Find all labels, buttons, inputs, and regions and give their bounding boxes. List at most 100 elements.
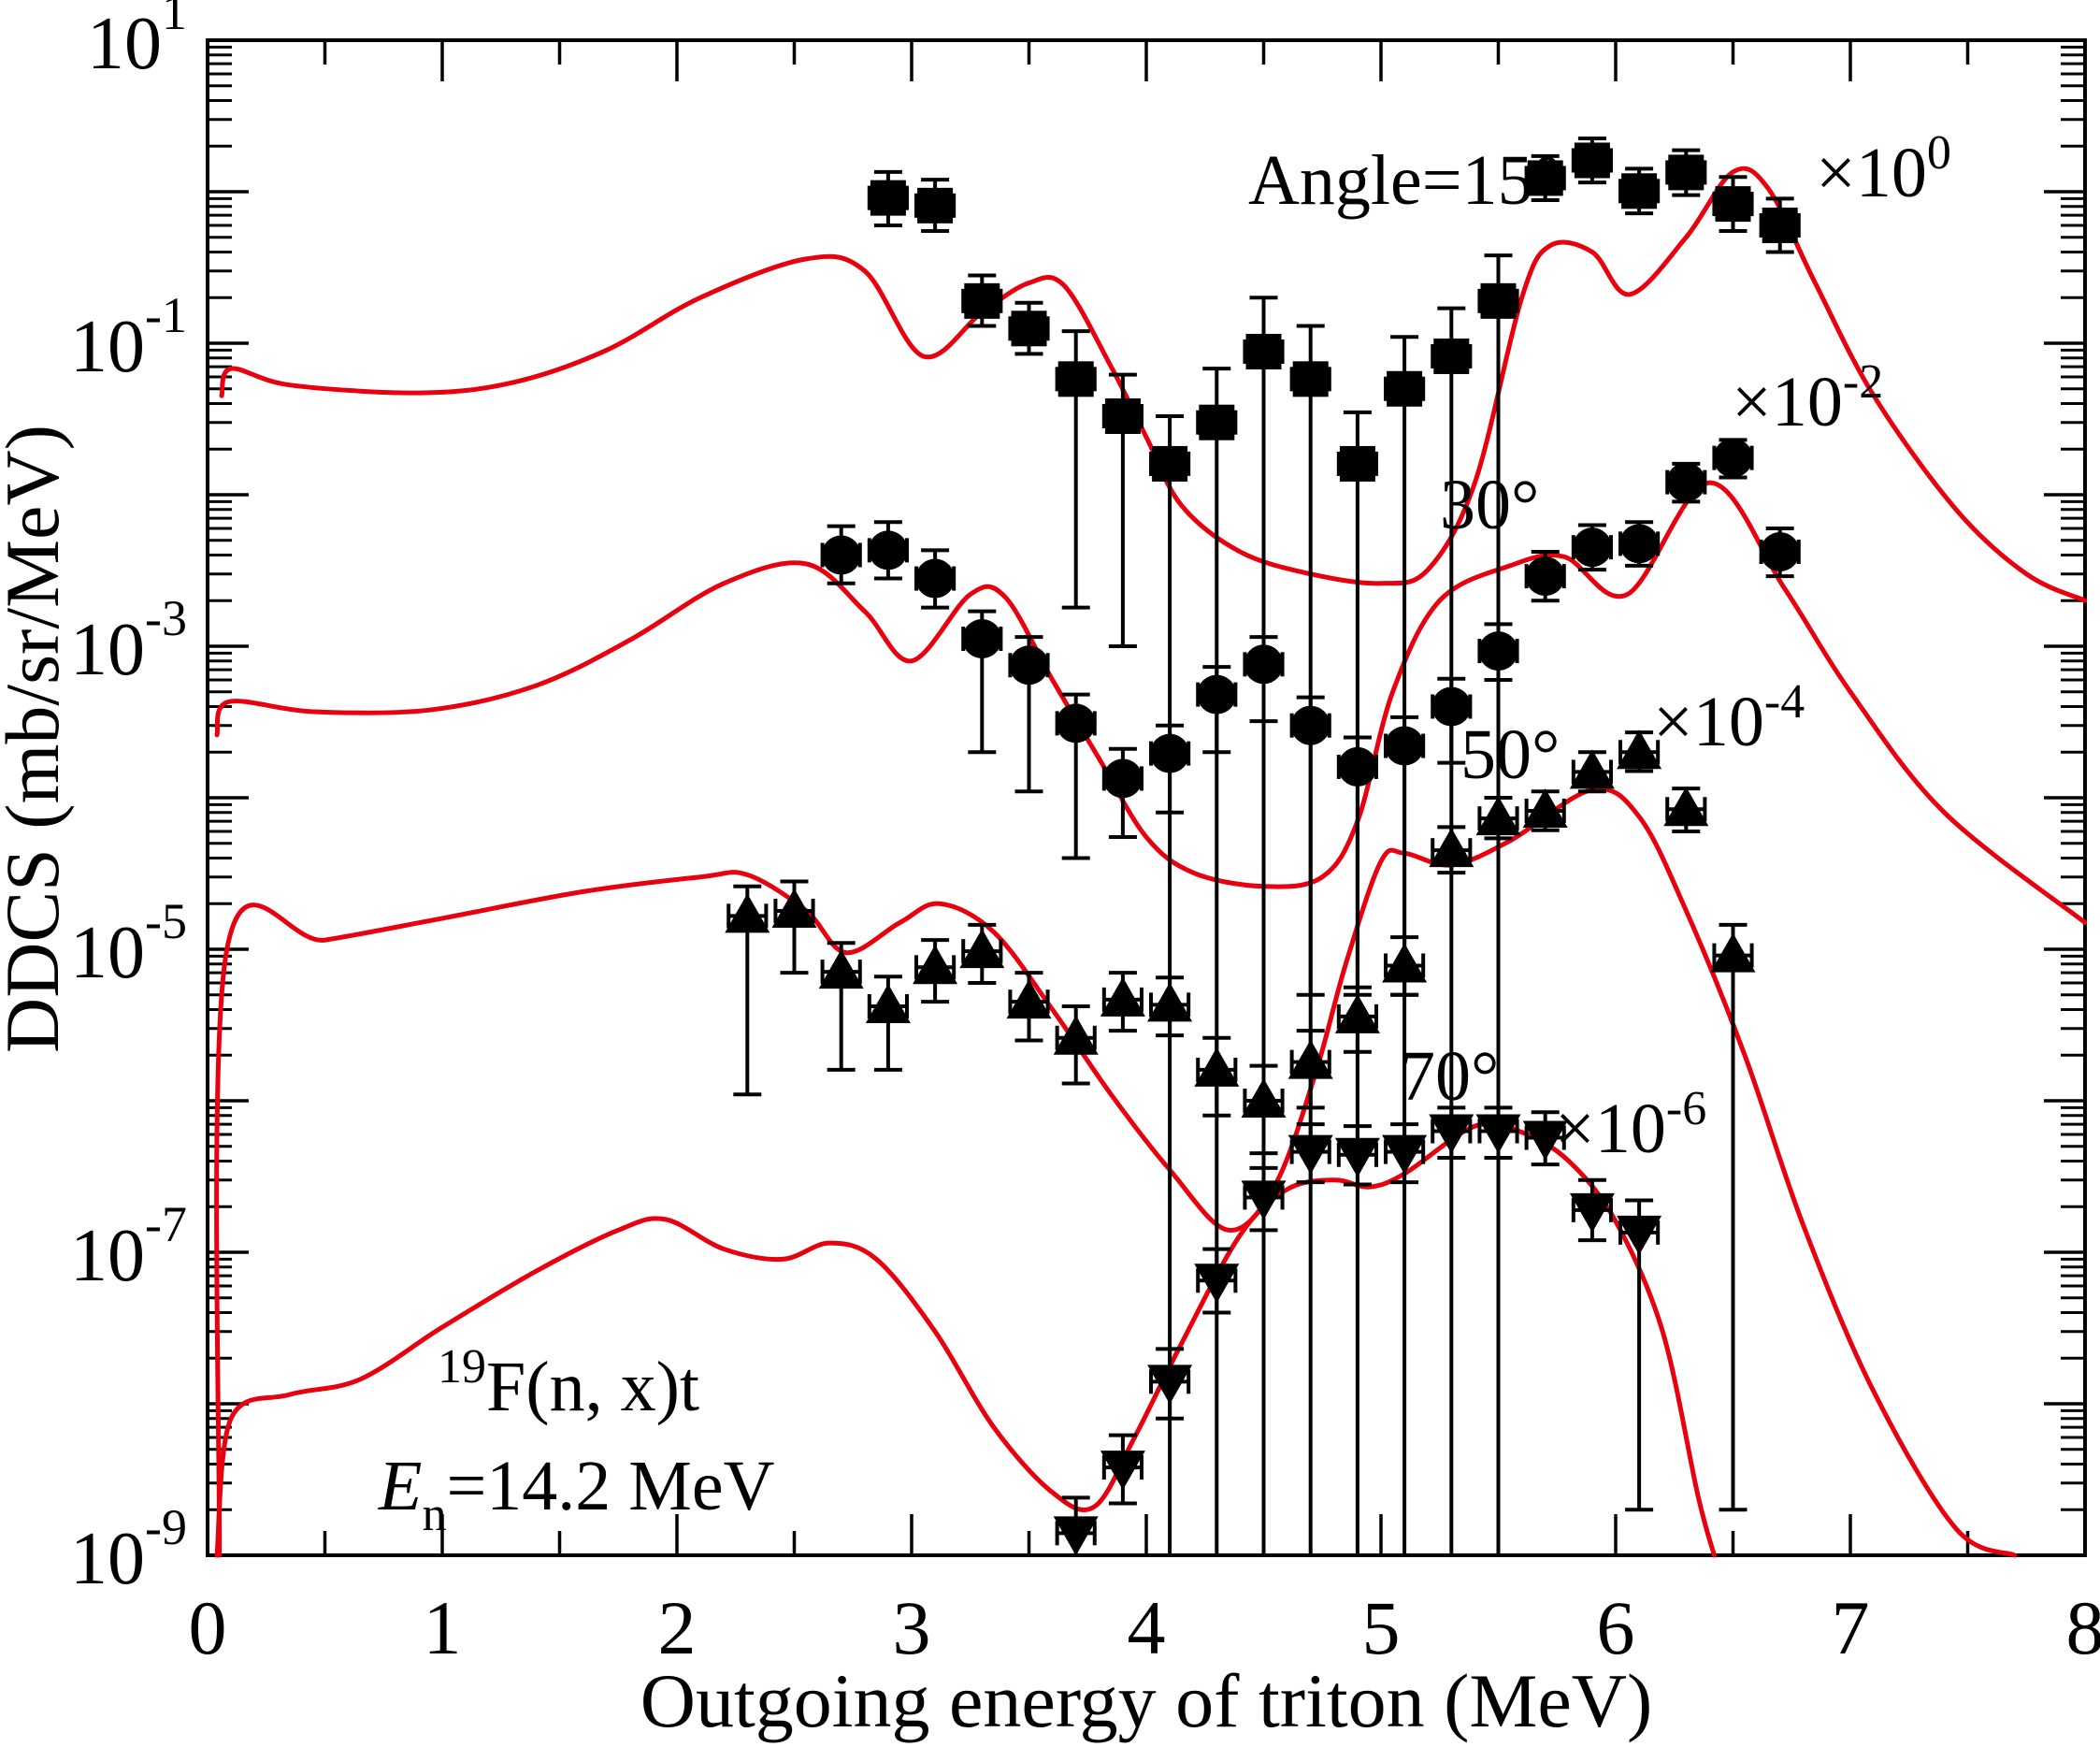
marker-square [1574, 142, 1610, 179]
y-tick-label: 10-7 [70, 1196, 187, 1297]
y-tick-label: 10-1 [70, 287, 187, 388]
x-tick-label: 4 [1128, 1585, 1166, 1670]
marker-triangle-up [1382, 943, 1428, 983]
marker-triangle-up [1475, 796, 1521, 836]
marker-triangle-up [1194, 1047, 1240, 1087]
annotations: Angle=15° ×100 30° ×10-2 50° ×10-4 70° ×10-6 19F… [378, 126, 1951, 1541]
x-tick-label: 1 [424, 1585, 462, 1670]
marker-triangle-up [725, 893, 770, 933]
marker-triangle-up [1710, 932, 1756, 973]
y-tick-label: 10-3 [70, 590, 187, 691]
series-Angle=70deg [1053, 1105, 1662, 1557]
marker-triangle-down [1241, 1180, 1287, 1220]
marker-triangle-down [1617, 1215, 1662, 1255]
marker-triangle-up [771, 888, 817, 929]
marker-triangle-down [1194, 1263, 1240, 1304]
marker-triangle-up [1522, 787, 1568, 828]
marker-circle [1337, 746, 1377, 787]
marker-square [1621, 173, 1658, 209]
marker-circle [962, 619, 1002, 659]
marker-triangle-up [1569, 749, 1615, 789]
marker-circle [1102, 758, 1143, 799]
marker-square [1292, 361, 1329, 397]
marker-triangle-down [1334, 1137, 1380, 1177]
marker-square [1527, 160, 1563, 196]
marker-square [1762, 207, 1798, 243]
marker-circle [1431, 686, 1472, 727]
marker-square [1104, 398, 1141, 435]
scale-15: ×100 [1816, 126, 1951, 212]
model-50deg-curve [214, 787, 2018, 1558]
marker-square [1011, 310, 1047, 347]
marker-triangle-up [1617, 729, 1662, 770]
x-tick-label: 5 [1362, 1585, 1401, 1670]
x-axis-title: Outgoing energy of triton (MeV) [640, 1658, 1653, 1743]
x-tick-label: 8 [2066, 1585, 2100, 1670]
marker-square [1245, 333, 1282, 369]
y-tick-label: 10-5 [70, 893, 187, 994]
scale-30: ×10-2 [1732, 355, 1883, 441]
x-tick-label: 3 [893, 1585, 931, 1670]
marker-circle [1009, 645, 1049, 686]
label-50: 50° [1460, 715, 1560, 794]
marker-square [964, 282, 1000, 319]
label-30: 30° [1440, 466, 1539, 544]
marker-triangle-down [1429, 1114, 1474, 1154]
marker-triangle-up [865, 984, 911, 1024]
y-tick-label: 101 [87, 0, 187, 85]
model-15deg-curve [219, 166, 2087, 603]
marker-square [1199, 404, 1235, 440]
marker-circle [1478, 631, 1518, 671]
marker-square [870, 180, 906, 216]
marker-triangle-up [1287, 1039, 1333, 1079]
energy-label: En=14.2 MeV [378, 1447, 775, 1541]
marker-triangle-up [1006, 979, 1052, 1019]
marker-triangle-down [1053, 1516, 1099, 1556]
marker-circle [1244, 644, 1284, 685]
marker-triangle-up [959, 929, 1005, 969]
model-30deg-curve [214, 480, 2087, 925]
series-Angle=50deg [725, 729, 1756, 1512]
x-tick-label: 2 [658, 1585, 697, 1670]
marker-square [1715, 186, 1751, 223]
series-Angle=15deg [867, 136, 1801, 1555]
marker-square [1480, 282, 1517, 319]
marker-circle [1197, 674, 1237, 715]
marker-triangle-down [1287, 1134, 1333, 1175]
marker-circle [1290, 705, 1330, 745]
marker-triangle-down [1569, 1192, 1615, 1233]
marker-triangle-down [1382, 1134, 1428, 1175]
scale-50: ×10-4 [1653, 675, 1805, 761]
marker-square [1668, 154, 1704, 191]
marker-triangle-up [1100, 976, 1145, 1017]
marker-circle [1572, 527, 1612, 568]
marker-triangle-down [1522, 1120, 1568, 1161]
y-axis-title: DDCS (mb/sr/MeV) [0, 425, 75, 1053]
marker-square [917, 187, 954, 224]
marker-circle [1760, 532, 1800, 572]
plot-frame [206, 38, 2087, 1557]
marker-circle [1056, 703, 1096, 744]
marker-circle [1525, 556, 1565, 597]
reaction-label: 19F(n, x)t [438, 1340, 699, 1426]
marker-circle [1385, 726, 1425, 766]
marker-circle [1619, 524, 1660, 564]
marker-square [1433, 338, 1470, 374]
tick-labels: 0 1 2 3 4 5 6 7 8 101 10-1 10-3 10-5 10-7 10-9 [70, 0, 2100, 1670]
marker-square [1387, 370, 1423, 407]
marker-triangle-up [818, 949, 864, 989]
label-70: 70° [1400, 1037, 1499, 1116]
marker-circle [1713, 438, 1753, 478]
marker-square [1339, 445, 1375, 482]
marker-triangle-up [1663, 787, 1709, 827]
marker-triangle-up [1147, 982, 1193, 1022]
marker-circle [821, 535, 861, 575]
marker-circle [915, 558, 956, 599]
data-points [725, 136, 1801, 1557]
marker-triangle-down [1100, 1451, 1145, 1491]
axes-frame [206, 38, 2087, 1557]
series-Angle=30deg [820, 438, 1801, 997]
marker-triangle-up [1429, 828, 1474, 868]
marker-triangle-up [1053, 1015, 1099, 1055]
